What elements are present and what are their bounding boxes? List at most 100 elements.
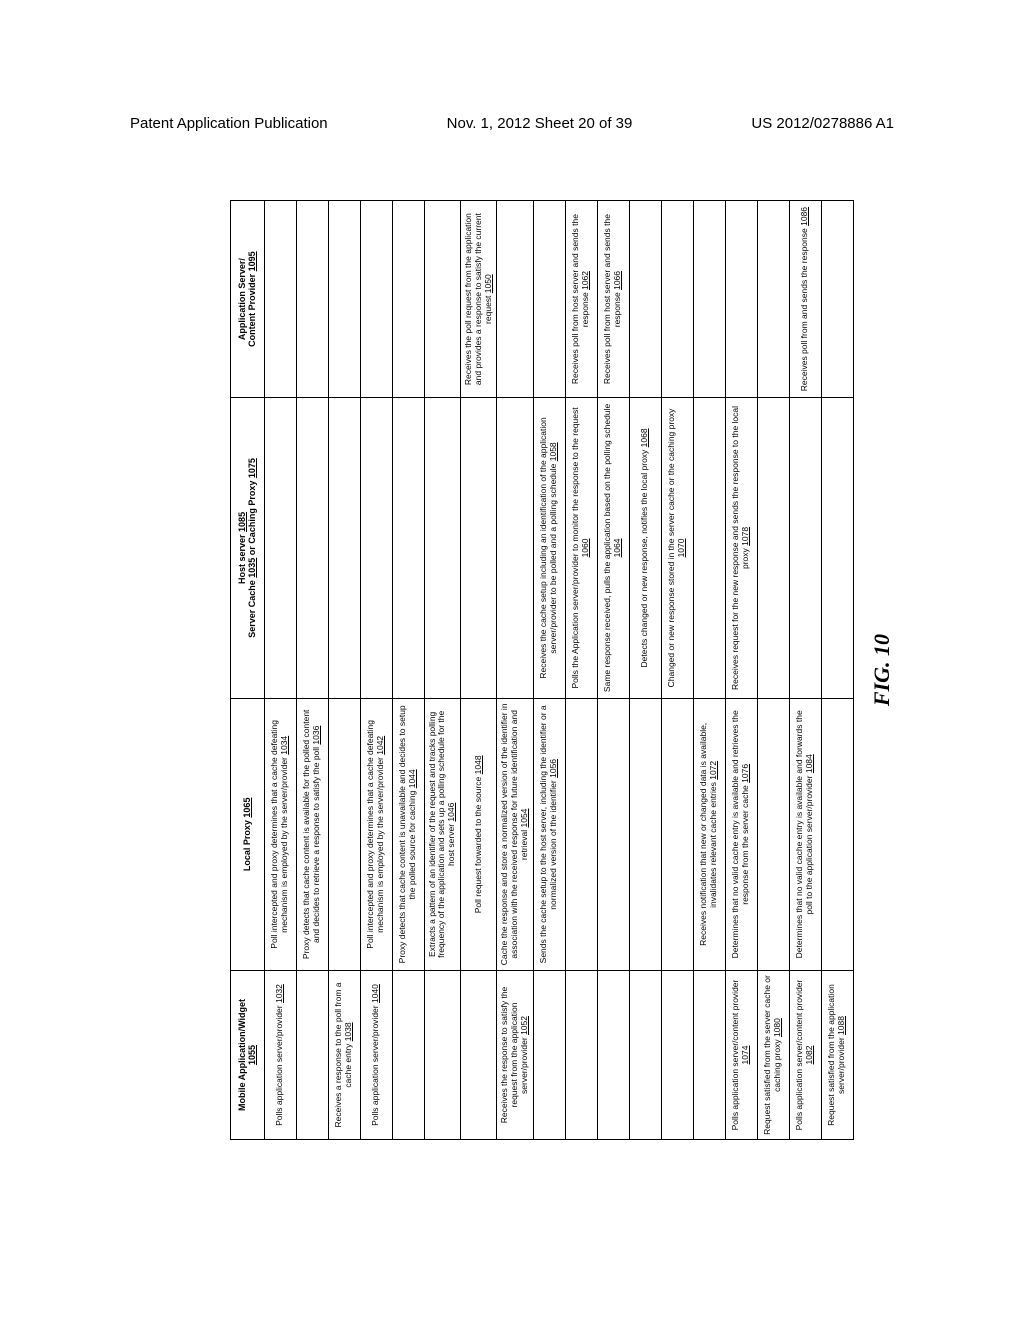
table-row: Changed or new response stored in the se… bbox=[661, 201, 693, 1140]
table-cell bbox=[565, 698, 597, 970]
table-cell: Receives poll from host server and sends… bbox=[565, 201, 597, 398]
table-cell bbox=[565, 970, 597, 1139]
table-cell bbox=[789, 398, 821, 698]
col-header-host-server: Host server 1085 Server Cache 1035 or Ca… bbox=[231, 398, 265, 698]
table-row: Proxy detects that cache content is avai… bbox=[296, 201, 328, 1140]
table-cell bbox=[821, 201, 853, 398]
col-title: Content Provider bbox=[247, 274, 257, 347]
header-center: Nov. 1, 2012 Sheet 20 of 39 bbox=[447, 115, 633, 132]
col-ref: 1075 bbox=[247, 458, 257, 478]
cell-text: Receives request for the new response an… bbox=[730, 406, 750, 690]
table-cell: Cache the response and store a normalize… bbox=[497, 698, 533, 970]
table-cell bbox=[597, 698, 629, 970]
table-cell: Same response received, pulls the applic… bbox=[597, 398, 629, 698]
cell-ref: 1044 bbox=[407, 769, 417, 788]
table-cell: Receives a response to the poll from a c… bbox=[328, 970, 360, 1139]
table-cell bbox=[360, 398, 392, 698]
table-row: Polls application server/content provide… bbox=[725, 201, 757, 1140]
cell-text: Determines that no valid cache entry is … bbox=[730, 710, 750, 958]
cell-text: Request satisfied from the application s… bbox=[826, 984, 846, 1126]
table-cell: Proxy detects that cache content is unav… bbox=[392, 698, 424, 970]
table-row: Request satisfied from the application s… bbox=[821, 201, 853, 1140]
table-cell: Extracts a pattern of an identifier of t… bbox=[424, 698, 460, 970]
table-cell bbox=[360, 201, 392, 398]
table-row: Polls application server/provider 1040Po… bbox=[360, 201, 392, 1140]
table-cell bbox=[821, 398, 853, 698]
cell-text: Determines that no valid cache entry is … bbox=[794, 710, 814, 958]
cell-ref: 1068 bbox=[639, 428, 649, 447]
cell-text: Receives the poll request from the appli… bbox=[463, 213, 493, 385]
table-cell: Polls application server/content provide… bbox=[725, 970, 757, 1139]
table-cell bbox=[757, 201, 789, 398]
cell-ref: 1082 bbox=[804, 1046, 814, 1065]
cell-text: Receives poll from and sends the respons… bbox=[799, 226, 809, 391]
table-cell: Receives request for the new response an… bbox=[725, 398, 757, 698]
cell-text: Poll request forwarded to the source bbox=[473, 774, 483, 913]
table-cell: Request satisfied from the application s… bbox=[821, 970, 853, 1139]
cell-text: Receives poll from host server and sends… bbox=[602, 214, 622, 384]
cell-ref: 1086 bbox=[799, 207, 809, 226]
table-cell bbox=[392, 201, 424, 398]
table-row: Proxy detects that cache content is unav… bbox=[392, 201, 424, 1140]
cell-ref: 1084 bbox=[804, 754, 814, 773]
table-cell bbox=[629, 201, 661, 398]
table-cell bbox=[424, 201, 460, 398]
table-cell bbox=[328, 398, 360, 698]
table-cell bbox=[693, 398, 725, 698]
col-title: Local Proxy bbox=[242, 820, 252, 871]
table-cell: Poll request forwarded to the source 104… bbox=[460, 698, 496, 970]
col-ref: 1055 bbox=[247, 1045, 257, 1065]
col-ref: 1065 bbox=[242, 798, 252, 818]
table-row: Extracts a pattern of an identifier of t… bbox=[424, 201, 460, 1140]
table-cell bbox=[460, 398, 496, 698]
table-cell bbox=[392, 398, 424, 698]
cell-text: Receives notification that new or change… bbox=[698, 723, 718, 946]
cell-text: Request satisfied from the server cache … bbox=[762, 975, 782, 1135]
table-cell: Polls application server/content provide… bbox=[789, 970, 821, 1139]
table-cell bbox=[629, 698, 661, 970]
table-cell bbox=[424, 398, 460, 698]
table-cell: Detects changed or new response, notifie… bbox=[629, 398, 661, 698]
cell-text: Polls application server/content provide… bbox=[794, 980, 804, 1131]
table-cell bbox=[661, 698, 693, 970]
col-ref: 1035 bbox=[247, 558, 257, 578]
cell-ref: 1062 bbox=[580, 271, 590, 290]
table-cell: Poll intercepted and proxy determines th… bbox=[360, 698, 392, 970]
cell-text: Receives poll from host server and sends… bbox=[570, 214, 590, 384]
cell-text: Sends the cache setup to the host server… bbox=[538, 705, 558, 963]
table-cell: Polls the Application server/provider to… bbox=[565, 398, 597, 698]
table-cell: Receives the response to satisfy the req… bbox=[497, 970, 533, 1139]
cell-ref: 1076 bbox=[740, 764, 750, 783]
table-cell bbox=[661, 201, 693, 398]
cell-text: Extracts a pattern of an identifier of t… bbox=[427, 711, 457, 958]
table-cell: Receives notification that new or change… bbox=[693, 698, 725, 970]
col-ref: 1085 bbox=[237, 512, 247, 532]
table-cell bbox=[693, 201, 725, 398]
figure-caption: FIG. 10 bbox=[869, 200, 895, 1140]
cell-text: Same response received, pulls the applic… bbox=[602, 404, 612, 692]
page-header: Patent Application Publication Nov. 1, 2… bbox=[130, 115, 894, 132]
table-cell bbox=[725, 201, 757, 398]
table-cell bbox=[296, 201, 328, 398]
table-cell: Receives poll from and sends the respons… bbox=[789, 201, 821, 398]
cell-text: Detects changed or new response, notifie… bbox=[639, 447, 649, 667]
cell-ref: 1050 bbox=[483, 274, 493, 293]
header-right: US 2012/0278886 A1 bbox=[751, 115, 894, 132]
col-title: or Caching Proxy bbox=[247, 481, 257, 556]
table-cell bbox=[460, 970, 496, 1139]
cell-ref: 1040 bbox=[370, 984, 380, 1003]
cell-text: Polls application server/content provide… bbox=[730, 980, 740, 1131]
cell-ref: 1054 bbox=[519, 809, 529, 828]
table-cell bbox=[328, 698, 360, 970]
cell-ref: 1072 bbox=[708, 761, 718, 780]
table-cell bbox=[328, 201, 360, 398]
table-cell: Sends the cache setup to the host server… bbox=[533, 698, 565, 970]
table-row: Polls application server/provider 1032Po… bbox=[264, 201, 296, 1140]
table-cell bbox=[597, 970, 629, 1139]
cell-ref: 1058 bbox=[548, 442, 558, 461]
table-cell: Receives the poll request from the appli… bbox=[460, 201, 496, 398]
table-cell bbox=[264, 398, 296, 698]
table-row: Sends the cache setup to the host server… bbox=[533, 201, 565, 1140]
table-row: Polls the Application server/provider to… bbox=[565, 201, 597, 1140]
cell-ref: 1064 bbox=[612, 539, 622, 558]
